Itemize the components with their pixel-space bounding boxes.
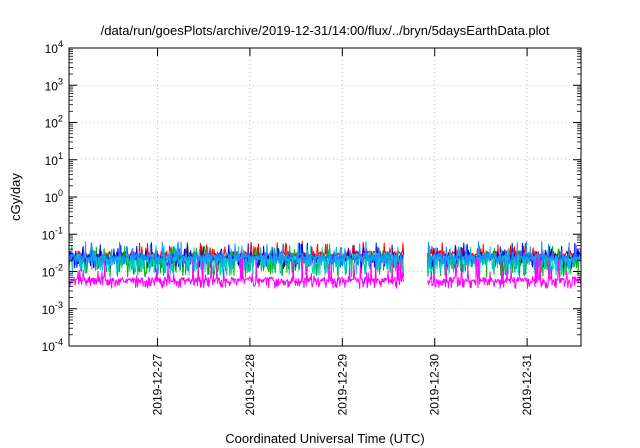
axis-ticks — [69, 47, 581, 347]
x-tick-label: 2019-12-27 — [151, 354, 165, 416]
x-tick-label: 2019-12-28 — [243, 354, 257, 416]
series-line — [68, 240, 582, 266]
chart-title: /data/run/goesPlots/archive/2019-12-31/1… — [101, 23, 550, 38]
x-tick-label: 2019-12-29 — [335, 354, 349, 416]
x-tick-label: 2019-12-30 — [428, 354, 442, 416]
x-tick-label: 2019-12-31 — [520, 354, 534, 416]
x-axis-label: Coordinated Universal Time (UTC) — [225, 431, 424, 446]
series-line — [68, 256, 582, 289]
x-tick-labels: 2019-12-27 2019-12-28 2019-12-29 2019-12-30… — [151, 354, 535, 416]
series-lines — [68, 240, 582, 289]
y-axis-label: cGy/day — [8, 173, 23, 221]
